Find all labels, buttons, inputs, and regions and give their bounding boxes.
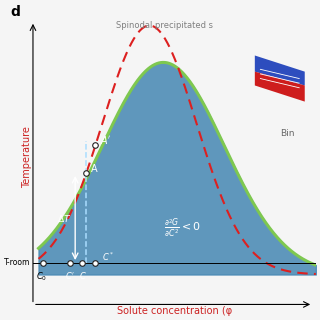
Text: $C_0$: $C_0$ [36,270,47,283]
Text: Bin: Bin [280,129,294,138]
Text: $C^*$: $C^*$ [102,250,115,263]
Text: $C$: $C$ [79,270,87,281]
Text: Spinodal precipitated s: Spinodal precipitated s [116,21,213,30]
X-axis label: Solute concentration (φ: Solute concentration (φ [117,306,232,316]
Text: $C'$: $C'$ [65,270,76,281]
Text: d: d [11,5,21,19]
Text: $\frac{\partial^2 G}{\partial C^2} < 0$: $\frac{\partial^2 G}{\partial C^2} < 0$ [164,218,201,239]
Text: $A'$: $A'$ [100,134,111,146]
Text: $\Delta T$: $\Delta T$ [57,212,71,223]
Text: T-room: T-room [4,259,30,268]
Y-axis label: Temperature: Temperature [21,126,32,188]
Text: A: A [91,164,97,174]
Polygon shape [255,72,305,101]
Polygon shape [255,55,305,85]
